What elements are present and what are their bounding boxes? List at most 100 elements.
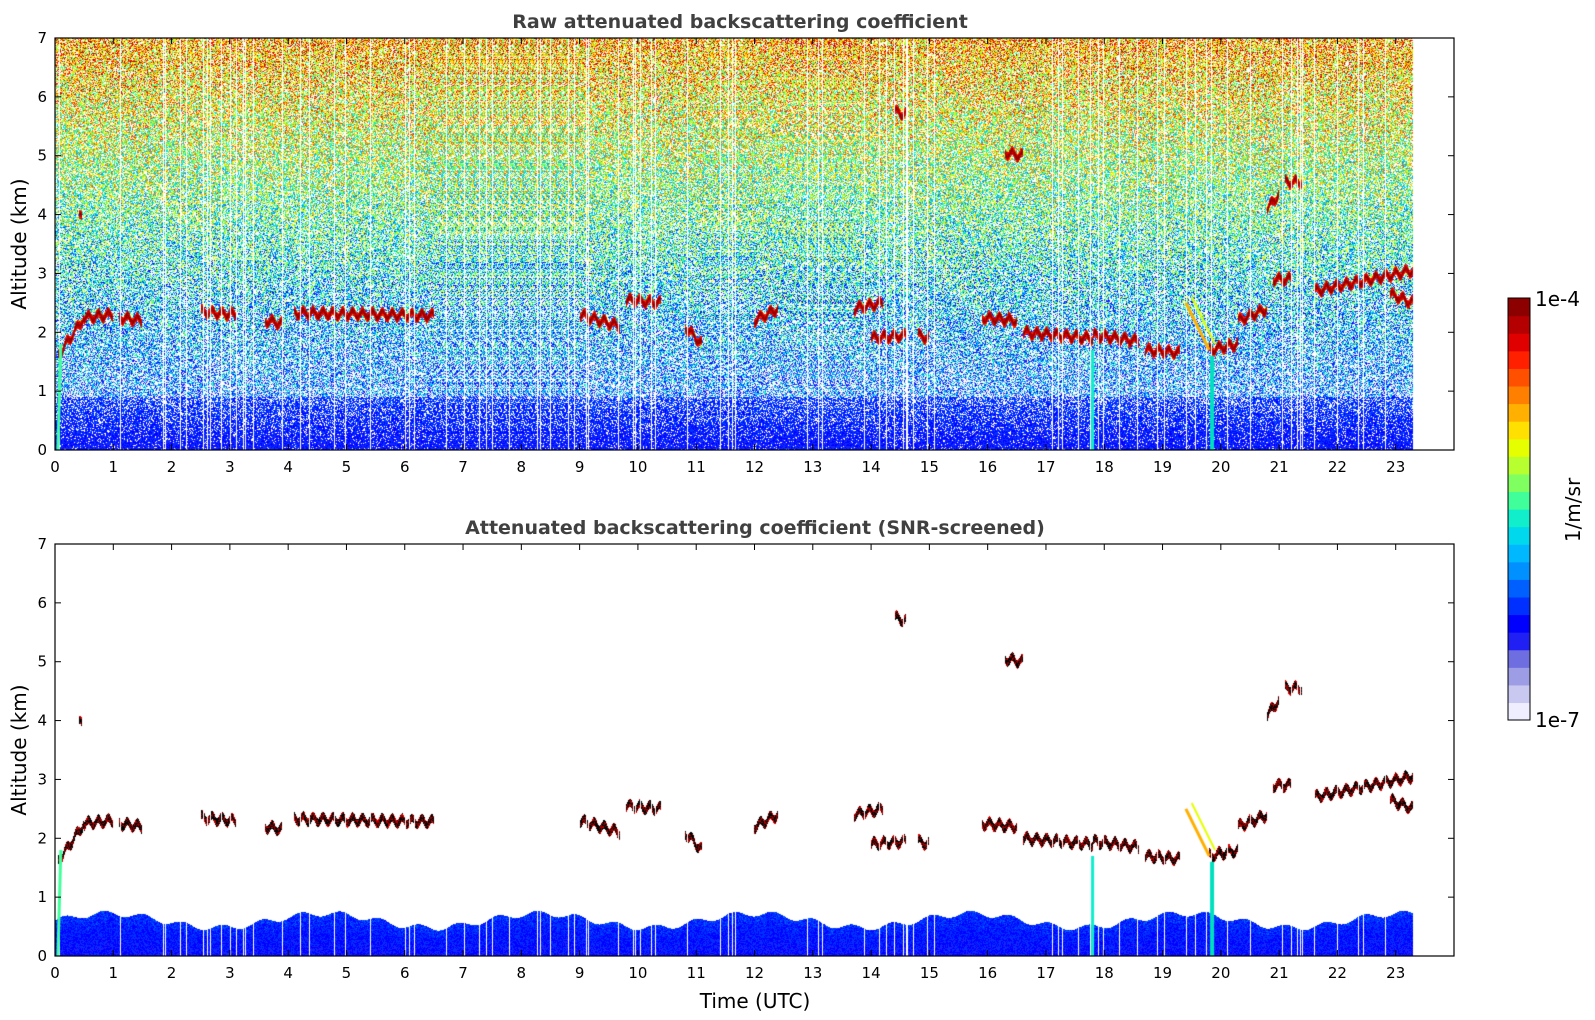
- bottom-x-tick-label: 6: [400, 964, 410, 982]
- bottom-y-tick-label: 7: [37, 535, 47, 553]
- colorbar-segment: [1508, 491, 1530, 510]
- top-panel: 0 1 2 3 4 5 6 7 8 9 10 11 12 13 14 15 16 17 18 19 20 21 22 23 0…: [7, 29, 1455, 476]
- colorbar-max-label: 1e-4: [1535, 287, 1580, 311]
- colorbar-segment: [1508, 368, 1530, 387]
- top-x-tick-label: 10: [628, 458, 647, 476]
- top-x-tick-label: 2: [167, 458, 177, 476]
- bottom-x-tick-label: 1: [109, 964, 119, 982]
- bottom-x-tick-label: 8: [517, 964, 527, 982]
- bottom-x-tick-label: 2: [167, 964, 177, 982]
- top-y-axis: 0 1 2 3 4 5 6 7: [37, 29, 1454, 459]
- top-x-tick-label: 6: [400, 458, 410, 476]
- colorbar-segment: [1508, 509, 1530, 528]
- colorbar-segment: [1508, 649, 1530, 668]
- bottom-y-tick-label: 4: [37, 712, 47, 730]
- bottom-panel-title: Attenuated backscattering coefficient (S…: [465, 517, 1045, 539]
- bottom-heatmap: [55, 544, 1454, 956]
- bottom-y-tick-label: 3: [37, 770, 47, 788]
- top-y-tick-label: 0: [37, 441, 47, 459]
- top-x-tick-label: 12: [745, 458, 764, 476]
- top-x-tick-label: 18: [1095, 458, 1114, 476]
- top-x-tick-label: 22: [1328, 458, 1347, 476]
- colorbar-segment: [1508, 561, 1530, 580]
- bottom-x-tick-label: 21: [1270, 964, 1289, 982]
- bottom-panel: 0 1 2 3 4 5 6 7 8 9 10 11 12 13 14 15 16 17 18 19 20 21 22 23 0…: [7, 535, 1455, 1013]
- bottom-x-tick-label: 5: [342, 964, 352, 982]
- top-x-axis: 0 1 2 3 4 5 6 7 8 9 10 11 12 13 14 15 16 17 18 19 20 21 22 23: [50, 38, 1405, 476]
- bottom-x-tick-label: 15: [920, 964, 939, 982]
- top-y-tick-label: 2: [37, 323, 47, 341]
- bottom-x-tick-label: 22: [1328, 964, 1347, 982]
- bottom-x-tick-label: 18: [1095, 964, 1114, 982]
- top-x-tick-label: 8: [517, 458, 527, 476]
- colorbar-segment: [1508, 544, 1530, 563]
- colorbar: [1508, 298, 1530, 721]
- colorbar-segment: [1508, 456, 1530, 475]
- top-x-tick-label: 5: [342, 458, 352, 476]
- top-y-tick-label: 7: [37, 29, 47, 47]
- top-y-tick-label: 5: [37, 147, 47, 165]
- bottom-x-tick-label: 12: [745, 964, 764, 982]
- bottom-x-tick-label: 10: [628, 964, 647, 982]
- top-x-tick-label: 11: [687, 458, 706, 476]
- bottom-x-tick-label: 13: [803, 964, 822, 982]
- top-x-tick-label: 0: [50, 458, 60, 476]
- top-x-tick-label: 3: [225, 458, 235, 476]
- bottom-x-tick-label: 3: [225, 964, 235, 982]
- colorbar-segment: [1508, 421, 1530, 440]
- bottom-y-tick-label: 0: [37, 947, 47, 965]
- x-axis-label: Time (UTC): [699, 989, 811, 1013]
- top-x-tick-label: 1: [109, 458, 119, 476]
- top-y-tick-label: 3: [37, 264, 47, 282]
- colorbar-segment: [1508, 614, 1530, 633]
- bottom-y-axis: 0 1 2 3 4 5 6 7: [37, 535, 1454, 965]
- top-x-tick-label: 4: [283, 458, 293, 476]
- colorbar-segment: [1508, 579, 1530, 598]
- bottom-x-tick-label: 0: [50, 964, 60, 982]
- bottom-y-tick-label: 2: [37, 829, 47, 847]
- colorbar-unit-label: 1/m/sr: [1561, 477, 1585, 542]
- top-x-tick-label: 16: [978, 458, 997, 476]
- bottom-x-tick-label: 19: [1153, 964, 1172, 982]
- top-x-tick-label: 14: [862, 458, 881, 476]
- bottom-x-tick-label: 4: [283, 964, 293, 982]
- bottom-x-tick-label: 23: [1386, 964, 1405, 982]
- colorbar-segment: [1508, 438, 1530, 457]
- top-x-tick-label: 13: [803, 458, 822, 476]
- colorbar-frame: [1507, 297, 1531, 721]
- top-x-tick-label: 20: [1211, 458, 1230, 476]
- top-x-tick-label: 17: [1036, 458, 1055, 476]
- bottom-x-tick-label: 17: [1036, 964, 1055, 982]
- bottom-x-tick-label: 16: [978, 964, 997, 982]
- colorbar-segment: [1508, 298, 1530, 317]
- top-y-tick-label: 1: [37, 382, 47, 400]
- bottom-x-tick-label: 20: [1211, 964, 1230, 982]
- top-y-tick-label: 4: [37, 206, 47, 224]
- top-y-axis-label: Altitude (km): [7, 178, 31, 309]
- colorbar-segment: [1508, 526, 1530, 545]
- colorbar-segment: [1508, 403, 1530, 422]
- colorbar-segment: [1508, 385, 1530, 405]
- colorbar-segment: [1508, 667, 1530, 686]
- top-x-tick-label: 15: [920, 458, 939, 476]
- top-y-tick-label: 6: [37, 88, 47, 106]
- colorbar-segment: [1508, 702, 1530, 721]
- bottom-x-axis: 0 1 2 3 4 5 6 7 8 9 10 11 12 13 14 15 16 17 18 19 20 21 22 23: [50, 544, 1405, 982]
- colorbar-min-label: 1e-7: [1535, 708, 1580, 732]
- bottom-y-tick-label: 6: [37, 594, 47, 612]
- bottom-x-tick-label: 11: [687, 964, 706, 982]
- colorbar-segment: [1508, 473, 1530, 493]
- colorbar-segment: [1508, 596, 1530, 616]
- top-x-tick-label: 19: [1153, 458, 1172, 476]
- top-x-tick-label: 21: [1270, 458, 1289, 476]
- colorbar-segment: [1508, 333, 1530, 352]
- top-heatmap: [55, 38, 1454, 450]
- colorbar-segment: [1508, 315, 1530, 334]
- top-panel-title: Raw attenuated backscattering coefficien…: [512, 11, 968, 33]
- top-x-tick-label: 23: [1386, 458, 1405, 476]
- bottom-y-tick-label: 1: [37, 888, 47, 906]
- colorbar-segment: [1508, 350, 1530, 369]
- top-x-tick-label: 9: [575, 458, 585, 476]
- colorbar-segment: [1508, 632, 1530, 651]
